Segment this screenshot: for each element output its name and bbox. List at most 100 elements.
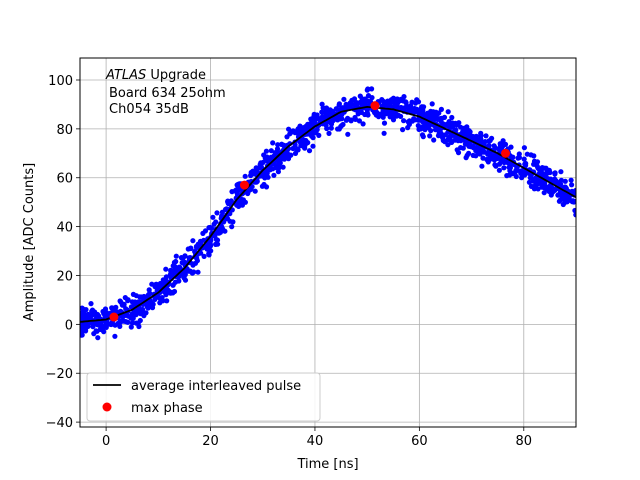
sample-point [113, 304, 119, 310]
annotation-line-3: Ch054 35dB [109, 102, 189, 117]
legend-marker-swatch [102, 402, 112, 412]
sample-point [364, 87, 370, 93]
sample-point [513, 167, 519, 173]
sample-point [163, 266, 169, 272]
sample-point [194, 255, 200, 261]
axis-ticks: 0 20 40 60 80 −40 −20 0 20 40 60 80 100 [46, 74, 533, 449]
max-phase-layer [109, 101, 511, 322]
sample-point [393, 113, 400, 119]
sample-point [369, 95, 375, 101]
sample-point [80, 332, 85, 338]
sample-point [301, 137, 307, 143]
sample-point [385, 108, 391, 114]
sample-point [264, 158, 270, 164]
sample-point [562, 199, 568, 205]
sample-point [89, 308, 95, 314]
sample-point [507, 168, 513, 174]
sample-point [526, 179, 533, 185]
annotation-line-2: Board 634 25ohm [109, 86, 226, 101]
sample-point [98, 321, 104, 327]
sample-point [420, 105, 426, 112]
sample-point [262, 170, 268, 177]
sample-point [449, 114, 455, 121]
sample-point [147, 290, 153, 297]
sample-point [230, 219, 236, 225]
sample-point [467, 129, 473, 135]
sample-point [268, 148, 274, 154]
sample-point [324, 109, 330, 115]
sample-point [294, 147, 300, 153]
sample-point [387, 113, 393, 119]
sample-point [326, 130, 332, 136]
sample-point [388, 97, 394, 103]
legend-frame [86, 372, 321, 422]
sample-point [449, 120, 455, 126]
sample-point [297, 128, 303, 134]
sample-point [438, 115, 444, 121]
sample-point [470, 143, 477, 149]
sample-point [95, 335, 101, 341]
sample-point [360, 121, 366, 127]
sample-point [428, 108, 434, 114]
sample-point [336, 126, 342, 132]
y-axis-label: Amplitude [ADC Counts] [22, 163, 37, 321]
sample-point [348, 117, 354, 123]
sample-point [427, 133, 433, 139]
sample-point [91, 331, 97, 337]
sample-point [558, 181, 564, 187]
sample-point [232, 188, 238, 194]
max-phase-point [370, 101, 380, 111]
sample-point [310, 143, 316, 149]
annotation-line-1: ATLAS Upgrade [105, 68, 206, 83]
sample-point [528, 183, 535, 189]
sample-point [381, 120, 388, 126]
sample-point [336, 101, 342, 107]
sample-point [288, 129, 294, 135]
sample-point [217, 226, 223, 232]
sample-point [262, 175, 268, 181]
y-tick-label: −20 [46, 367, 73, 382]
sample-point [491, 153, 497, 159]
sample-point [153, 281, 159, 287]
sample-point [393, 97, 399, 103]
sample-point [322, 114, 328, 120]
sample-point [394, 102, 400, 108]
y-tick-label: 20 [56, 269, 73, 284]
sample-point [171, 259, 177, 266]
annotation-atlas: ATLAS [105, 68, 146, 83]
sample-point [188, 245, 194, 252]
sample-point [462, 128, 468, 134]
average-pulse-layer [80, 105, 576, 323]
sample-point [496, 167, 502, 173]
sample-point [487, 152, 494, 158]
sample-point [190, 238, 196, 244]
sample-point [258, 160, 264, 166]
sample-point [530, 178, 537, 184]
sample-point [109, 305, 115, 311]
sample-point [271, 172, 277, 178]
max-phase-point [501, 148, 511, 158]
sample-point [250, 170, 256, 176]
sample-point [306, 148, 313, 154]
sample-point [407, 107, 413, 113]
sample-point [333, 106, 339, 112]
sample-point [379, 97, 385, 103]
sample-point [558, 169, 564, 175]
sample-point [513, 173, 519, 180]
sample-point [484, 156, 490, 163]
sample-point [101, 324, 108, 330]
sample-point [495, 155, 501, 161]
sample-point [181, 275, 187, 281]
sample-point [229, 224, 235, 230]
max-phase-point [109, 312, 119, 322]
sample-point [172, 279, 179, 285]
sample-point [428, 128, 434, 134]
sample-point [118, 299, 124, 305]
sample-point [150, 301, 156, 307]
sample-point [125, 319, 131, 325]
sample-point [195, 269, 201, 275]
sample-point [573, 212, 576, 218]
sample-point [409, 99, 415, 105]
sample-point [284, 153, 291, 159]
sample-point [544, 186, 550, 192]
